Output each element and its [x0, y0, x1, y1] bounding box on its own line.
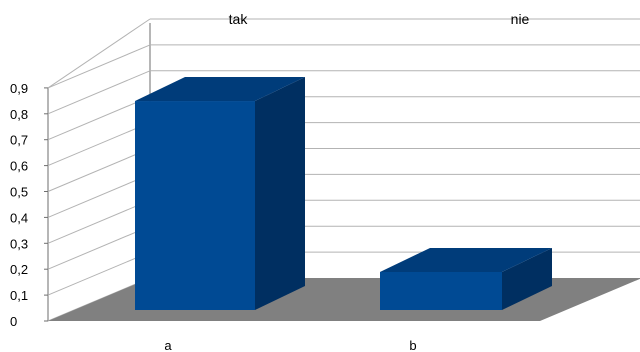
top-label-nie: nie — [511, 11, 530, 27]
bar-side-b — [502, 247, 552, 310]
bar-top-a — [135, 77, 305, 102]
bar-side-a — [255, 77, 305, 310]
y-tick-label: 0,6 — [10, 159, 28, 174]
gridline-side — [47, 199, 151, 244]
bars — [135, 77, 552, 310]
gridline-side — [47, 173, 151, 218]
y-tick-label: 0,7 — [10, 133, 28, 148]
gridline-side — [47, 44, 151, 89]
y-tick-label: 0,1 — [10, 288, 28, 303]
category-label-b: b — [409, 338, 416, 352]
bar-top-b — [380, 247, 552, 272]
gridline-side — [47, 96, 151, 141]
gridline-side — [47, 148, 151, 192]
top-label-tak: tak — [229, 11, 249, 27]
bar-b — [380, 271, 502, 310]
gridline-side — [47, 225, 151, 270]
labels: tak nie a b 0 0,1 0,2 0,3 0,4 0,5 0,6 0,7 0,8 0,9 — [10, 11, 530, 352]
bar-a — [135, 101, 255, 310]
y-tick-label: 0,9 — [10, 81, 28, 96]
gridline-side — [47, 70, 151, 115]
y-tick-label: 0,3 — [10, 236, 28, 251]
category-label-a: a — [164, 338, 172, 352]
gridline-side — [47, 122, 151, 167]
gridline-side — [47, 251, 151, 296]
y-tick-label: 0 — [10, 314, 17, 329]
gridline-side-top — [47, 18, 151, 89]
y-tick-label: 0,4 — [10, 210, 28, 225]
y-tick-label: 0,5 — [10, 185, 28, 200]
y-tick-label: 0,2 — [10, 262, 28, 277]
y-tick-label: 0,8 — [10, 107, 28, 122]
